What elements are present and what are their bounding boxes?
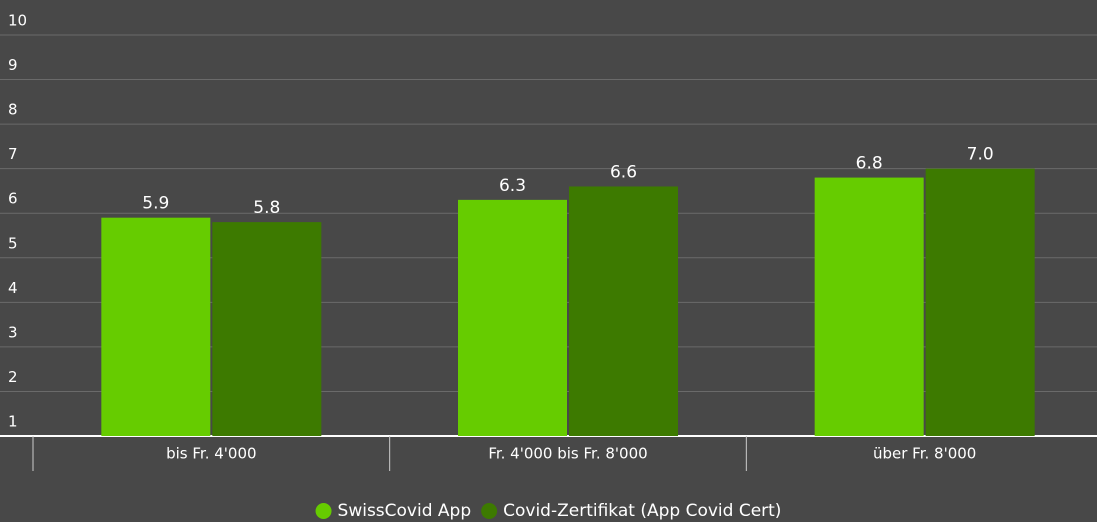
legend-marker	[481, 503, 498, 519]
value-label: 5.8	[253, 198, 280, 218]
bar	[814, 177, 924, 437]
bar	[458, 199, 567, 436]
value-label: 6.8	[856, 154, 883, 174]
y-tick-label: 6	[8, 190, 18, 208]
y-tick-label: 8	[8, 101, 18, 119]
legend-marker	[315, 503, 332, 519]
value-label: 6.3	[499, 176, 526, 196]
y-tick-label: 2	[8, 368, 18, 386]
value-label: 7.0	[967, 145, 994, 165]
bar	[925, 168, 1035, 436]
x-tick-label: über Fr. 8'000	[873, 445, 976, 463]
y-tick-label: 9	[8, 56, 18, 74]
y-tick-label: 3	[8, 323, 18, 341]
y-tick-label: 1	[8, 413, 18, 431]
legend-label: Covid-Zertifikat (App Covid Cert)	[503, 501, 781, 521]
y-tick-label: 7	[8, 145, 18, 163]
value-label: 6.6	[610, 162, 637, 182]
y-tick-label: 4	[8, 279, 18, 297]
bar	[569, 186, 678, 436]
y-tick-label: 5	[8, 234, 18, 252]
y-tick-label: 10	[8, 12, 27, 30]
x-tick-label: Fr. 4'000 bis Fr. 8'000	[488, 445, 647, 463]
x-tick-label: bis Fr. 4'000	[166, 445, 256, 463]
legend-label: SwissCovid App	[338, 501, 472, 521]
bar	[212, 222, 322, 436]
value-label: 5.9	[142, 194, 169, 214]
bar	[101, 217, 211, 436]
